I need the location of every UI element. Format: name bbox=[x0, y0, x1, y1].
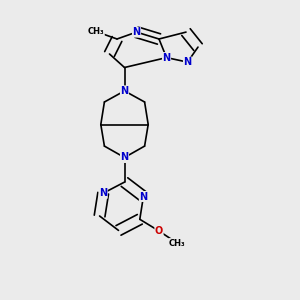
Text: N: N bbox=[183, 57, 192, 67]
Text: N: N bbox=[99, 188, 107, 198]
Text: CH₃: CH₃ bbox=[169, 238, 185, 247]
Text: N: N bbox=[132, 27, 141, 37]
Text: N: N bbox=[162, 52, 171, 63]
Text: O: O bbox=[155, 226, 163, 236]
Text: N: N bbox=[139, 191, 148, 202]
Text: CH₃: CH₃ bbox=[88, 27, 104, 36]
Text: N: N bbox=[120, 152, 129, 163]
Text: N: N bbox=[120, 86, 129, 96]
